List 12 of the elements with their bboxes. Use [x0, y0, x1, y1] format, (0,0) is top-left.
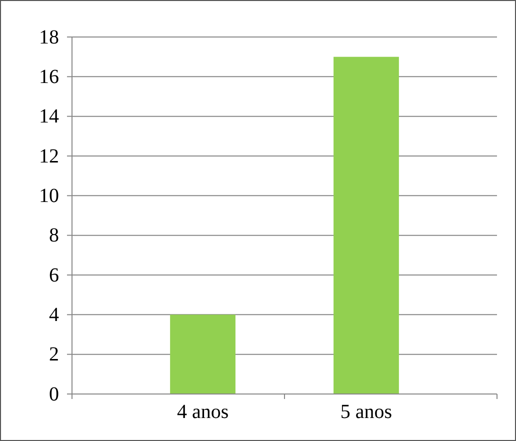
- y-tick-label: 12: [39, 145, 59, 168]
- y-tick-label: 6: [49, 264, 59, 286]
- y-tick-label: 0: [49, 383, 59, 406]
- y-tick-label: 2: [49, 344, 59, 366]
- x-tick-label: 5 anos: [340, 401, 392, 424]
- y-tick-label: 16: [39, 66, 59, 88]
- y-tick-label: 4: [49, 304, 59, 326]
- y-tick-label: 14: [39, 106, 59, 128]
- y-tick-label: 10: [39, 185, 59, 208]
- x-tick-label: 4 anos: [176, 401, 229, 424]
- y-tick-label: 18: [39, 26, 59, 48]
- y-tick-label: 8: [49, 224, 59, 247]
